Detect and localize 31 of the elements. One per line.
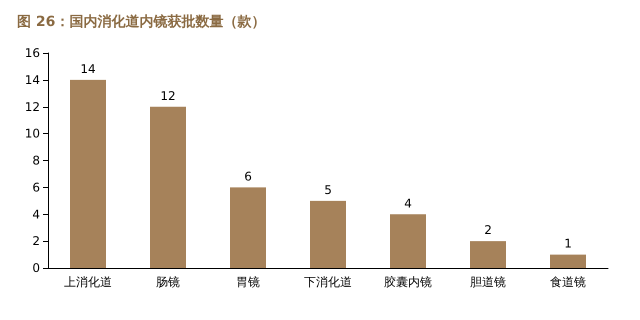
bar [390, 214, 426, 268]
y-tick-label: 8 [32, 154, 40, 168]
x-tick-label: 胆道镜 [470, 275, 506, 289]
data-label: 12 [160, 88, 176, 103]
y-tick-label: 0 [32, 261, 40, 275]
y-tick-label: 10 [24, 126, 40, 141]
data-label: 5 [324, 182, 332, 197]
y-tick-label: 4 [32, 207, 40, 222]
y-tick-label: 12 [24, 100, 40, 114]
bar [550, 254, 586, 268]
data-label: 4 [404, 196, 412, 210]
x-tick-label: 下消化道 [304, 275, 352, 289]
y-tick-label: 6 [32, 180, 40, 194]
data-label: 14 [80, 62, 96, 76]
x-tick-label: 胶囊内镜 [384, 275, 432, 289]
bar [70, 80, 106, 268]
data-label: 1 [564, 236, 572, 251]
x-tick-label: 上消化道 [64, 275, 112, 289]
bar [150, 106, 186, 268]
y-tick-label: 14 [24, 72, 40, 87]
bar [310, 200, 346, 268]
y-tick-label: 16 [24, 46, 40, 60]
data-label: 2 [484, 223, 492, 238]
x-tick-label: 肠镜 [156, 275, 180, 289]
data-label: 6 [244, 169, 252, 184]
x-tick-label: 胃镜 [236, 275, 260, 289]
x-tick-label: 食道镜 [550, 275, 586, 289]
bar [470, 241, 506, 268]
y-tick-label: 2 [32, 234, 40, 248]
bar [230, 187, 266, 268]
chart-title: 图 26：国内消化道内镜获批数量（款） [17, 13, 266, 30]
